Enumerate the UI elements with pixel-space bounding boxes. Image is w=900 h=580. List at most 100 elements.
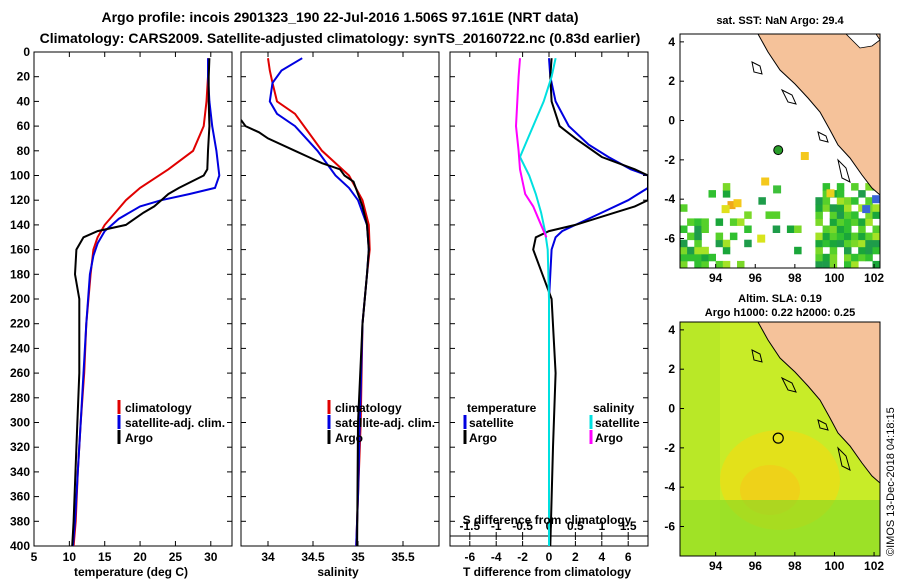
sst-cell xyxy=(879,239,880,248)
s-difference-axis: -1.5 -1 -0.5 0 0.5 1 1.5 xyxy=(450,519,648,540)
depth-tick-label: 220 xyxy=(10,317,30,331)
depth-tick-label: 60 xyxy=(17,119,31,133)
s-diff-tick-label: -1.5 xyxy=(459,519,480,533)
sla-map-title-2: Argo h1000: 0.22 h2000: 0.25 xyxy=(705,307,855,319)
sst-cell xyxy=(701,218,709,226)
sst-cell xyxy=(822,239,831,248)
sst-cell xyxy=(744,239,752,248)
sst-cell xyxy=(865,197,873,205)
salinity-plot-frame xyxy=(240,51,440,547)
sla-lon-axis: 94 96 98 100 102 xyxy=(709,552,884,573)
sst-cell xyxy=(694,253,702,262)
sst-cell xyxy=(721,205,730,214)
temperature-x-axis: 5 10 15 20 25 30 xyxy=(31,52,218,564)
series-argo xyxy=(241,119,370,546)
sst-cell xyxy=(722,260,731,268)
x-tick-label: 35 xyxy=(351,550,365,564)
depth-tick-label: 200 xyxy=(10,292,30,306)
lat-tick-label: 4 xyxy=(668,35,675,49)
sst-cell xyxy=(879,211,880,219)
sst-cell xyxy=(858,225,866,233)
sst-cell xyxy=(836,239,845,248)
legend-temperature-satellite: satellite xyxy=(469,416,514,430)
sst-cell xyxy=(858,246,866,255)
sst-cell xyxy=(694,218,702,226)
x-tick-label: 0 xyxy=(546,550,553,564)
depth-tick-label: 320 xyxy=(10,440,30,454)
sst-cell xyxy=(772,211,781,219)
sst-cell xyxy=(836,218,845,226)
depth-axis: 0 20 40 60 80 100 120 140 160 180 200 220 240 260 280 3… xyxy=(10,45,232,553)
sst-cell xyxy=(822,204,831,212)
legend-salinity-argo: Argo xyxy=(595,431,623,445)
sst-cell xyxy=(844,197,852,205)
sst-cell xyxy=(737,260,745,268)
sst-cell xyxy=(836,232,845,241)
sst-cell xyxy=(733,199,742,208)
sst-cell xyxy=(829,232,838,241)
sst-cell xyxy=(872,260,880,268)
x-tick-label: 34.5 xyxy=(301,550,325,564)
sst-cell xyxy=(815,232,823,241)
depth-tick-label: 120 xyxy=(10,193,30,207)
sst-cell xyxy=(872,211,880,219)
depth-tick-label: 140 xyxy=(10,218,30,232)
x-tick-label: -6 xyxy=(464,550,475,564)
depth-tick-label: 180 xyxy=(10,267,30,281)
legend-climatology: climatology xyxy=(335,401,402,415)
sst-cell xyxy=(865,183,873,191)
sst-cell xyxy=(815,218,823,226)
sst-cell xyxy=(715,260,724,268)
s-diff-tick-label: 1.5 xyxy=(620,519,637,533)
sst-cell xyxy=(844,253,852,262)
legend-salinity-satellite: satellite xyxy=(595,416,640,430)
sst-cell xyxy=(794,246,802,255)
sst-cell xyxy=(858,190,866,198)
x-tick-label: -4 xyxy=(491,550,502,564)
difference-series xyxy=(514,57,648,546)
sst-cell xyxy=(786,225,795,233)
sst-cell xyxy=(858,253,866,262)
lat-tick-label: -2 xyxy=(664,441,675,455)
lat-tick-label: 4 xyxy=(668,323,675,337)
sst-cell xyxy=(800,152,809,160)
temperature-series xyxy=(71,58,221,546)
x-tick-label: 34 xyxy=(261,550,275,564)
sst-cell xyxy=(694,246,702,255)
sst-cell xyxy=(722,183,731,191)
sst-cell xyxy=(865,211,873,219)
lat-tick-label: -4 xyxy=(664,480,675,494)
sst-cell xyxy=(844,225,852,233)
sst-cell xyxy=(872,204,880,212)
island-pagai xyxy=(837,158,851,183)
sst-cell xyxy=(680,260,688,268)
sst-cell xyxy=(879,260,880,268)
sla-lat-axis: 4 2 0 -2 -4 -6 xyxy=(664,323,684,534)
sst-cell xyxy=(729,218,738,226)
sst-cell xyxy=(829,204,838,212)
sst-cell xyxy=(872,232,880,241)
depth-tick-label: 160 xyxy=(10,243,30,257)
sst-cell xyxy=(851,239,859,248)
depth-tick-label: 300 xyxy=(10,416,30,430)
lon-tick-label: 96 xyxy=(749,271,763,285)
legend-satellite-adj: satellite-adj. clim. xyxy=(335,416,435,430)
island-nias xyxy=(780,88,797,105)
sst-cell xyxy=(851,197,859,205)
lon-tick-label: 102 xyxy=(864,559,884,573)
sst-cell xyxy=(872,225,880,233)
island-siberut xyxy=(817,131,829,143)
x-tick-label: 20 xyxy=(133,550,147,564)
sst-cell xyxy=(851,218,859,226)
sst-cell xyxy=(844,218,852,226)
sst-cell xyxy=(694,225,702,233)
sst-cell xyxy=(865,232,873,241)
sst-cell xyxy=(865,218,873,226)
x-tick-label: -2 xyxy=(517,550,528,564)
legend-argo: Argo xyxy=(125,431,153,445)
sst-cell xyxy=(815,211,823,219)
depth-tick-label: 80 xyxy=(17,144,31,158)
sst-cell xyxy=(680,246,688,255)
temperature-x-label: temperature (deg C) xyxy=(74,565,188,579)
